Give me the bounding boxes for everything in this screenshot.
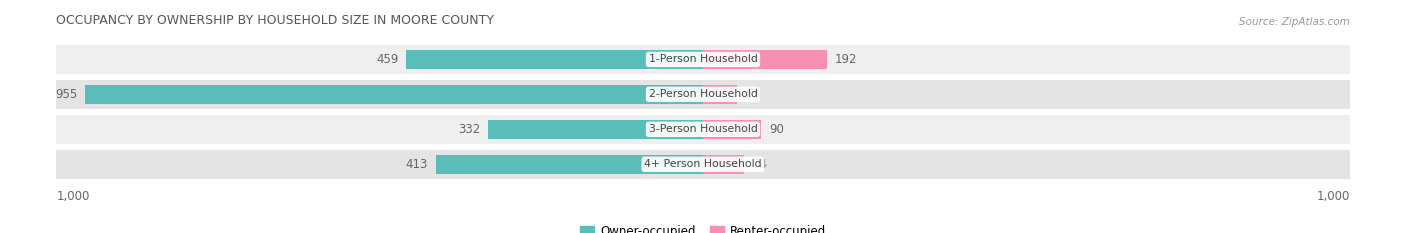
Bar bbox=[56, 80, 1350, 109]
Text: 90: 90 bbox=[769, 123, 783, 136]
Text: 1,000: 1,000 bbox=[56, 191, 90, 203]
Text: 4+ Person Household: 4+ Person Household bbox=[644, 159, 762, 169]
Bar bbox=[86, 85, 703, 104]
Text: 459: 459 bbox=[375, 53, 398, 66]
Text: 332: 332 bbox=[458, 123, 481, 136]
Bar bbox=[436, 155, 703, 174]
Bar bbox=[703, 50, 827, 69]
Text: 955: 955 bbox=[55, 88, 77, 101]
Text: 3-Person Household: 3-Person Household bbox=[648, 124, 758, 134]
Bar bbox=[703, 85, 737, 104]
Text: 192: 192 bbox=[835, 53, 858, 66]
Text: 413: 413 bbox=[406, 158, 429, 171]
Text: 64: 64 bbox=[752, 158, 768, 171]
Text: Source: ZipAtlas.com: Source: ZipAtlas.com bbox=[1239, 17, 1350, 27]
Bar bbox=[703, 155, 744, 174]
Text: 53: 53 bbox=[745, 88, 759, 101]
Bar bbox=[703, 120, 761, 139]
Bar bbox=[488, 120, 703, 139]
Bar bbox=[56, 150, 1350, 179]
Bar bbox=[406, 50, 703, 69]
Text: 2-Person Household: 2-Person Household bbox=[648, 89, 758, 99]
Text: OCCUPANCY BY OWNERSHIP BY HOUSEHOLD SIZE IN MOORE COUNTY: OCCUPANCY BY OWNERSHIP BY HOUSEHOLD SIZE… bbox=[56, 14, 495, 27]
Bar bbox=[56, 45, 1350, 74]
Text: 1-Person Household: 1-Person Household bbox=[648, 55, 758, 64]
Legend: Owner-occupied, Renter-occupied: Owner-occupied, Renter-occupied bbox=[575, 220, 831, 233]
Text: 1,000: 1,000 bbox=[1316, 191, 1350, 203]
Bar bbox=[56, 115, 1350, 144]
